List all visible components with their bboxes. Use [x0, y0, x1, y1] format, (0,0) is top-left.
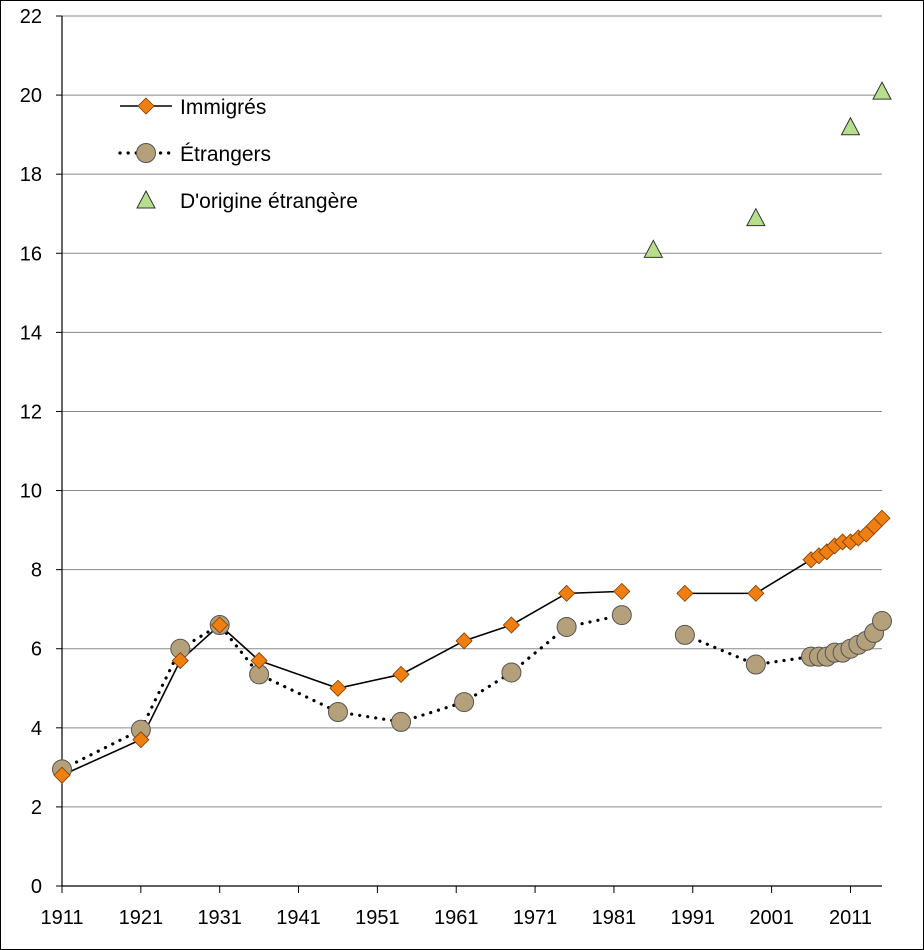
x-tick-label: 2001 — [749, 907, 794, 929]
y-tick-label: 12 — [20, 401, 42, 423]
x-tick-label: 1981 — [592, 907, 637, 929]
y-tick-label: 6 — [31, 639, 42, 661]
triangle-marker — [643, 239, 664, 258]
series-line — [684, 517, 883, 595]
diamond-marker — [392, 665, 410, 683]
circle-marker — [556, 616, 577, 637]
circle-marker — [745, 654, 766, 675]
axes — [56, 15, 882, 893]
triangle-marker — [746, 207, 766, 227]
diamond-marker — [329, 679, 347, 697]
diamond-marker — [171, 652, 189, 670]
series-markers — [52, 81, 892, 784]
circle-marker — [611, 605, 632, 626]
y-tick-label: 8 — [31, 560, 42, 582]
legend-label: Étrangers — [180, 143, 271, 166]
series-line — [60, 613, 624, 771]
triangle-marker — [840, 116, 861, 136]
grid-lines — [62, 15, 882, 808]
x-tick-label: 1931 — [197, 907, 242, 929]
x-tick-label: 1951 — [355, 907, 400, 929]
y-tick-label: 10 — [20, 481, 42, 503]
x-tick-label: 2011 — [829, 907, 872, 929]
diamond-marker — [747, 584, 765, 602]
circle-marker — [674, 624, 695, 645]
y-tick-label: 4 — [31, 718, 42, 740]
triangle-marker — [872, 81, 892, 100]
y-tick-label: 22 — [20, 6, 42, 28]
y-tick-label: 18 — [20, 164, 42, 186]
circle-marker — [872, 611, 892, 632]
x-tick-label: 1991 — [671, 907, 716, 929]
tick-labels: 0 2 4 6 8 10 12 14 16 18 20 22 1911 1921 1931 1941 1951 1… — [20, 6, 872, 929]
diamond-marker — [613, 582, 631, 600]
circle-marker — [501, 662, 522, 683]
diamond-marker — [455, 632, 473, 650]
y-tick-label: 14 — [20, 322, 42, 344]
diamond-marker — [873, 509, 891, 527]
y-tick-label: 20 — [20, 85, 42, 107]
diamond-marker — [132, 731, 150, 749]
x-tick-label: 1971 — [513, 907, 558, 929]
x-tick-label: 1921 — [119, 907, 164, 929]
y-tick-label: 16 — [20, 243, 42, 265]
diamond-marker — [676, 584, 694, 602]
circle-marker — [327, 702, 348, 722]
y-tick-label: 2 — [31, 797, 42, 819]
x-tick-label: 1941 — [276, 907, 321, 929]
diamond-marker — [250, 652, 268, 670]
diamond-marker — [53, 766, 71, 784]
legend: Immigrés Étrangers D'origine étrangère — [118, 96, 358, 213]
x-tick-label: 1961 — [434, 907, 479, 929]
y-tick-label: 0 — [31, 876, 42, 898]
legend-circle-marker — [136, 143, 156, 163]
legend-label: D'origine étrangère — [180, 190, 358, 213]
diamond-marker — [558, 584, 576, 602]
series-line — [61, 590, 622, 777]
diamond-marker — [502, 616, 520, 634]
circle-marker — [454, 692, 475, 713]
x-tick-label: 1911 — [40, 907, 83, 929]
diamond-marker — [211, 616, 229, 634]
legend-triangle-marker — [136, 189, 156, 209]
legend-label: Immigrés — [180, 96, 266, 119]
circle-marker — [391, 711, 412, 732]
legend-diamond-marker — [137, 97, 155, 115]
